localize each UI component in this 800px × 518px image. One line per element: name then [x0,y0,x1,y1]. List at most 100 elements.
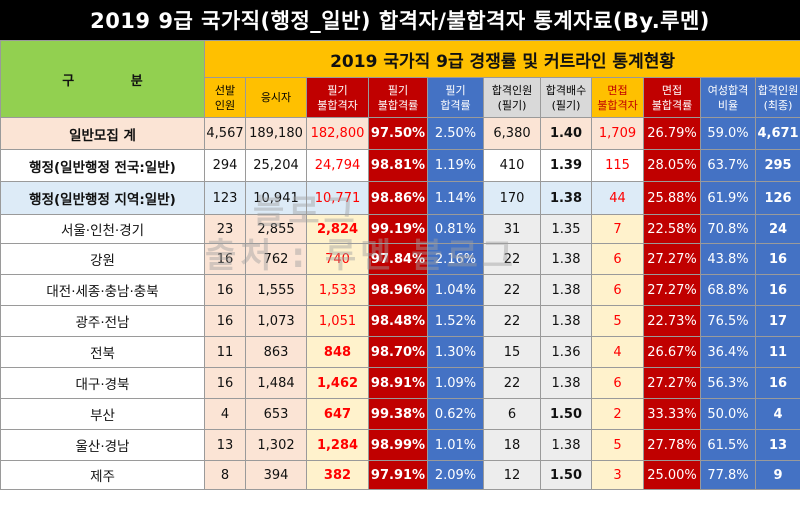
cell-interview-fail-rate: 22.58% [643,214,701,244]
sheet-title: 2019 9급 국가직(행정_일반) 합격자/불합격자 통계자료(By.루멘) [0,0,800,40]
cell-written-fail-rate: 97.84% [368,243,428,275]
cell-written-multiple: 1.35 [540,214,592,244]
cell-written-pass-count: 22 [483,274,541,306]
cell-interview-fail-rate: 27.27% [643,274,701,306]
cell-written-fail-rate: 97.50% [368,117,428,150]
cell-written-fail-rate: 98.99% [368,429,428,461]
cell-written-fail: 848 [306,336,369,368]
col-header-written-multiple: 합격배수 (필기) [540,77,592,118]
cell-female-ratio: 76.5% [700,305,756,337]
cell-written-pass-rate: 1.09% [427,367,484,399]
cell-written-multiple: 1.38 [540,429,592,461]
row-label: 광주·전남 [0,305,205,337]
cell-interview-fail-rate: 33.33% [643,398,701,430]
cell-written-fail: 1,284 [306,429,369,461]
cell-written-fail-rate: 99.38% [368,398,428,430]
table-row: 일반모집 계 4,567 189,180 182,800 97.50% 2.50% 6,38… [0,117,800,150]
cell-interview-fail: 6 [591,243,644,275]
cell-written-fail-rate: 98.81% [368,149,428,182]
col-header-selected: 선발 인원 [204,77,246,118]
cell-written-pass-rate: 1.30% [427,336,484,368]
header-main-title: 2019 국가직 9급 경쟁률 및 커트라인 통계현황 [203,40,800,78]
cell-written-fail-rate: 98.70% [368,336,428,368]
cell-female-ratio: 43.8% [700,243,756,275]
cell-written-pass-count: 18 [483,429,541,461]
cell-selected: 16 [204,274,246,306]
cell-applicants: 189,180 [245,117,307,150]
row-label: 대전·세종·충남·충북 [0,274,205,306]
cell-written-multiple: 1.50 [540,460,592,490]
cell-written-fail-rate: 98.48% [368,305,428,337]
cell-female-ratio: 77.8% [700,460,756,490]
header-gubun: 구 분 [0,40,205,118]
table-row: 울산·경남 13 1,302 1,284 98.99% 1.01% 18 1.38 5 27.78… [0,429,800,461]
cell-applicants: 1,073 [245,305,307,337]
cell-applicants: 1,484 [245,367,307,399]
cell-written-fail: 740 [306,243,369,275]
cell-applicants: 10,941 [245,181,307,215]
cell-applicants: 25,204 [245,149,307,182]
cell-interview-fail: 5 [591,305,644,337]
cell-final-pass: 9 [754,460,800,490]
cell-interview-fail: 1,709 [591,117,644,150]
cell-interview-fail: 6 [591,367,644,399]
cell-written-fail: 1,533 [306,274,369,306]
cell-written-pass-rate: 2.09% [427,460,484,490]
cell-interview-fail: 2 [591,398,644,430]
cell-final-pass: 16 [754,243,800,275]
cell-final-pass: 13 [754,429,800,461]
cell-interview-fail: 3 [591,460,644,490]
col-header-written-fail-rate: 필기 불합격률 [368,77,428,118]
cell-selected: 13 [204,429,246,461]
table-row: 대구·경북 16 1,484 1,462 98.91% 1.09% 22 1.38 6 27.27… [0,367,800,399]
cell-written-pass-rate: 0.81% [427,214,484,244]
cell-written-pass-count: 15 [483,336,541,368]
cell-applicants: 1,555 [245,274,307,306]
cell-final-pass: 4,671 [754,117,800,150]
cell-selected: 16 [204,243,246,275]
col-header-written-pass-rate: 필기 합격률 [427,77,484,118]
cell-applicants: 653 [245,398,307,430]
cell-interview-fail-rate: 26.79% [643,117,701,150]
cell-written-pass-rate: 1.04% [427,274,484,306]
cell-written-multiple: 1.50 [540,398,592,430]
row-label: 일반모집 계 [0,117,205,150]
cell-written-pass-count: 410 [483,149,541,182]
cell-female-ratio: 61.5% [700,429,756,461]
cell-interview-fail: 6 [591,274,644,306]
row-label: 대구·경북 [0,367,205,399]
cell-selected: 294 [204,149,246,182]
row-label: 서울·인천·경기 [0,214,205,244]
cell-written-fail: 10,771 [306,181,369,215]
cell-written-multiple: 1.39 [540,149,592,182]
cell-written-fail-rate: 97.91% [368,460,428,490]
cell-written-pass-count: 22 [483,305,541,337]
cell-written-fail-rate: 98.91% [368,367,428,399]
cell-interview-fail: 7 [591,214,644,244]
cell-interview-fail-rate: 28.05% [643,149,701,182]
cell-written-pass-rate: 1.01% [427,429,484,461]
cell-interview-fail-rate: 25.00% [643,460,701,490]
cell-final-pass: 126 [754,181,800,215]
cell-written-multiple: 1.38 [540,305,592,337]
cell-written-fail: 2,824 [306,214,369,244]
cell-written-fail-rate: 99.19% [368,214,428,244]
cell-applicants: 1,302 [245,429,307,461]
row-label: 전북 [0,336,205,368]
cell-written-pass-count: 12 [483,460,541,490]
cell-female-ratio: 56.3% [700,367,756,399]
cell-written-fail: 182,800 [306,117,369,150]
cell-written-pass-count: 6 [483,398,541,430]
cell-written-pass-rate: 0.62% [427,398,484,430]
cell-written-pass-rate: 1.19% [427,149,484,182]
table-row: 행정(일반행정 지역:일반) 123 10,941 10,771 98.86% 1.14%… [0,181,800,215]
row-label: 강원 [0,243,205,275]
cell-written-pass-count: 6,380 [483,117,541,150]
table-row: 강원 16 762 740 97.84% 2.16% 22 1.38 6 27.27% 43.8% 1… [0,243,800,275]
cell-written-fail-rate: 98.96% [368,274,428,306]
cell-written-multiple: 1.38 [540,243,592,275]
cell-female-ratio: 50.0% [700,398,756,430]
col-header-interview-fail-rate: 면접 불합격률 [643,77,701,118]
cell-written-fail-rate: 98.86% [368,181,428,215]
cell-selected: 8 [204,460,246,490]
